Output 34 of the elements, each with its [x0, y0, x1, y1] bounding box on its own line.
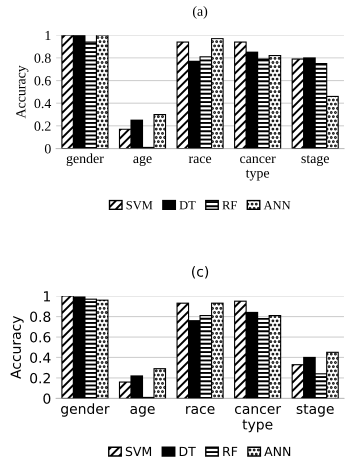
- y-tick-label: 0.6: [34, 76, 51, 86]
- y-tick-label: 0.6: [30, 332, 50, 342]
- legend-label: DT: [179, 201, 196, 210]
- x-tick-label: gender: [66, 153, 104, 166]
- legend-label: ANN: [264, 201, 290, 210]
- legend-label: DT: [180, 446, 196, 456]
- y-axis-title: Accuracy: [16, 65, 28, 118]
- x-tick-label: age: [130, 406, 155, 417]
- x-tick-label: race: [188, 156, 212, 164]
- y-tick-label: 0.8: [34, 53, 51, 63]
- x-tick-label: gender: [61, 403, 110, 417]
- x-tick-label: stage: [302, 155, 329, 166]
- y-tick-label: 0.2: [34, 121, 51, 131]
- legend-label: SVM: [126, 446, 152, 456]
- legend-label: ANN: [264, 446, 290, 456]
- x-tick-label: cancer type: [240, 156, 276, 181]
- y-tick-label: 0: [44, 144, 51, 154]
- chart-title: (a): [192, 6, 208, 19]
- y-tick-label: 1: [44, 291, 50, 302]
- y-tick-label: 0.4: [34, 98, 52, 108]
- legend-label: RF: [222, 201, 237, 210]
- y-tick-label: 0: [43, 393, 50, 404]
- x-tick-label: race: [186, 406, 215, 414]
- y-tick-label: 0.8: [30, 312, 50, 322]
- legend-label: RF: [223, 446, 238, 456]
- legend-label: SVM: [126, 201, 152, 210]
- y-tick-label: 0.4: [30, 352, 51, 363]
- y-tick-label: 1: [46, 30, 50, 40]
- x-tick-label: age: [133, 156, 152, 166]
- y-axis-title: Accuracy: [10, 316, 24, 379]
- x-tick-label: stage: [296, 404, 334, 417]
- chart-title: (c): [192, 266, 208, 278]
- x-tick-label: cancer type: [234, 406, 282, 432]
- y-tick-label: 0.2: [30, 372, 50, 384]
